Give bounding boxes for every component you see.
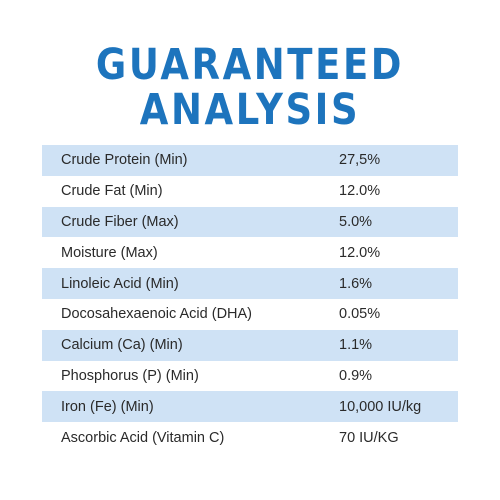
nutrient-value: 1.1% — [339, 337, 373, 354]
table-row: Crude Fiber (Max) 5.0% — [42, 206, 458, 238]
nutrient-name: Moisture (Max) — [61, 244, 158, 261]
nutrient-value: 12.0% — [339, 244, 381, 261]
nutrient-name: Docosahexaenoic Acid (DHA) — [61, 306, 253, 323]
nutrient-name: Crude Fiber (Max) — [61, 213, 179, 230]
nutrient-name: Phosphorus (P) (Min) — [61, 367, 199, 384]
table-row: Crude Fat (Min) 12.0% — [42, 175, 458, 207]
nutrient-name: Crude Protein (Min) — [61, 152, 188, 169]
nutrient-value: 0.9% — [339, 367, 373, 384]
guaranteed-analysis-table: Crude Protein (Min) 27,5% Crude Fat (Min… — [42, 145, 458, 453]
nutrient-value: 12.0% — [339, 183, 381, 200]
nutrient-value: 5.0% — [339, 213, 373, 230]
nutrient-value: 27,5% — [339, 152, 381, 169]
nutrient-value: 10,000 IU/kg — [339, 398, 422, 415]
table-row: Linoleic Acid (Min) 1.6% — [42, 268, 458, 299]
nutrient-name: Linoleic Acid (Min) — [61, 275, 179, 292]
page-title-line-2: ANALYSIS — [139, 85, 361, 135]
table-row: Calcium (Ca) (Min) 1.1% — [42, 329, 458, 361]
nutrient-value: 0.05% — [339, 306, 381, 323]
table-row: Moisture (Max) 12.0% — [42, 237, 458, 269]
table-row: Crude Protein (Min) 27,5% — [42, 145, 458, 176]
page-title-line-1: GUARANTEED — [95, 40, 405, 90]
nutrient-name: Crude Fat (Min) — [61, 183, 163, 200]
nutrient-name: Ascorbic Acid (Vitamin C) — [61, 429, 225, 446]
nutrient-value: 1.6% — [339, 275, 373, 292]
table-row: Phosphorus (P) (Min) 0.9% — [42, 360, 458, 392]
table-row: Ascorbic Acid (Vitamin C) 70 IU/KG — [42, 422, 458, 453]
table-row: Iron (Fe) (Min) 10,000 IU/kg — [42, 391, 458, 423]
nutrient-value: 70 IU/KG — [339, 429, 399, 446]
nutrient-name: Calcium (Ca) (Min) — [61, 337, 183, 354]
nutrient-name: Iron (Fe) (Min) — [61, 398, 154, 415]
table-row: Docosahexaenoic Acid (DHA) 0.05% — [42, 298, 458, 330]
